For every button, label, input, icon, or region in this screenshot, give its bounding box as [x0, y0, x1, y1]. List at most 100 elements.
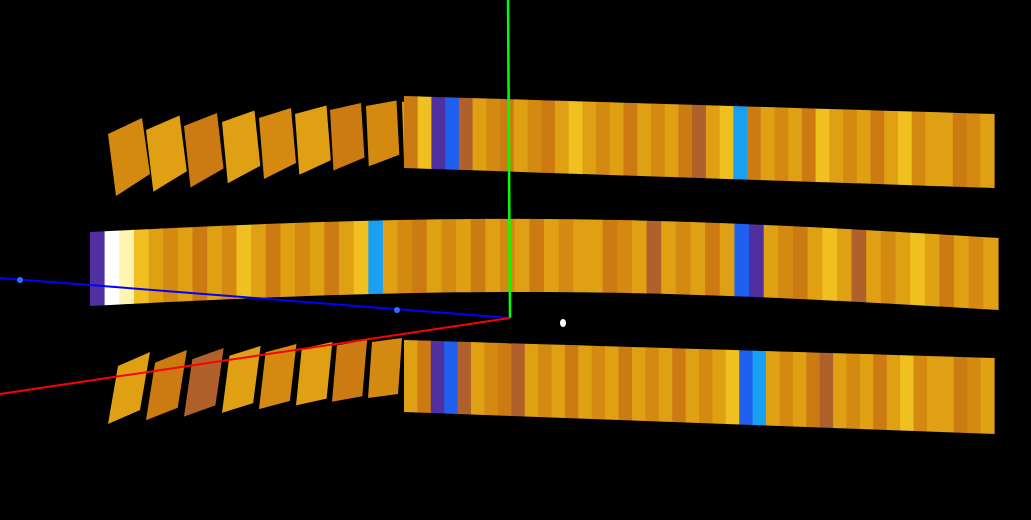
- middle-ring-cell: [895, 231, 911, 305]
- lower-ring-cell: [739, 350, 754, 425]
- middle-ring-cell: [807, 226, 823, 301]
- lower-ring-tile: [332, 340, 368, 402]
- lower-ring-cell: [792, 351, 807, 427]
- upper-ring-cell: [966, 113, 981, 188]
- z-axis-marker-left: [17, 277, 23, 283]
- middle-ring-cell: [910, 232, 926, 306]
- upper-ring-cell: [705, 105, 721, 179]
- lower-ring-cell: [672, 348, 687, 423]
- middle-ring-cell: [939, 234, 955, 308]
- y-axis-green: [506, 0, 512, 319]
- middle-ring-cell: [558, 219, 574, 293]
- middle-ring-cell: [90, 231, 106, 306]
- middle-ring-cell: [983, 237, 999, 310]
- lower-ring-cell: [752, 350, 767, 426]
- z-axis-marker-mid: [394, 307, 400, 313]
- upper-ring-cell: [431, 96, 446, 170]
- lower-ring-cell: [538, 344, 553, 418]
- middle-ring-cell: [924, 233, 940, 307]
- middle-ring-cell: [119, 229, 135, 305]
- lower-ring-cell: [551, 344, 566, 418]
- upper-ring-cell: [541, 100, 556, 174]
- lower-ring-cell: [833, 353, 848, 429]
- middle-ring-cell: [968, 236, 984, 310]
- middle-ring-cell: [866, 230, 882, 304]
- upper-ring-cell: [939, 112, 954, 187]
- lower-ring-cell: [564, 344, 579, 419]
- middle-ring-cell: [280, 222, 296, 297]
- middle-ring-cell: [880, 230, 897, 304]
- lower-ring-cell: [658, 347, 673, 422]
- lower-ring-cell: [886, 354, 901, 431]
- lower-ring-cell: [578, 345, 593, 419]
- upper-ring-cell: [404, 96, 419, 169]
- upper-ring-cell: [623, 102, 638, 176]
- middle-ring-cell: [514, 218, 530, 292]
- x-axis-red: [0, 317, 511, 395]
- lower-ring-cell: [605, 346, 620, 420]
- middle-ring-cell: [456, 219, 472, 293]
- lower-ring-cell: [591, 345, 606, 420]
- lower-ring-cell: [806, 352, 821, 428]
- upper-ring-cell: [568, 101, 583, 175]
- upper-ring-tile: [146, 115, 187, 192]
- upper-ring-tile: [108, 118, 150, 196]
- upper-ring-cell: [500, 98, 515, 172]
- middle-ring-cell: [836, 228, 853, 302]
- middle-ring-cell: [412, 219, 428, 294]
- middle-ring-cell: [441, 219, 457, 293]
- upper-ring-cell: [870, 110, 885, 185]
- middle-ring-cell: [675, 221, 692, 295]
- lower-ring-cell: [846, 353, 861, 429]
- middle-ring-cell: [763, 224, 779, 298]
- lower-ring-cell: [725, 349, 740, 425]
- upper-ring-cell: [980, 113, 995, 188]
- lower-ring-cell: [524, 343, 539, 417]
- upper-ring-cell: [609, 102, 625, 176]
- middle-ring-cell: [309, 221, 325, 296]
- lower-ring-cell: [900, 355, 915, 431]
- upper-ring-cell: [925, 111, 940, 187]
- lower-ring-cell: [873, 354, 888, 430]
- middle-ring-cell: [382, 220, 399, 294]
- upper-ring-cell: [417, 96, 432, 169]
- lower-ring-cell: [685, 348, 700, 423]
- lower-ring-cell: [779, 351, 794, 427]
- lower-ring-cell: [645, 347, 660, 422]
- upper-ring-tile: [330, 103, 365, 171]
- upper-ring-tile: [295, 105, 331, 175]
- upper-ring-cell: [898, 111, 913, 186]
- lower-ring-cell: [766, 351, 781, 426]
- upper-ring-cell: [829, 109, 844, 183]
- upper-ring-cell: [815, 108, 830, 183]
- upper-ring-cell: [952, 112, 968, 188]
- upper-ring-cell: [513, 99, 529, 173]
- upper-ring-cell: [664, 104, 679, 178]
- middle-ring-cell: [221, 225, 238, 300]
- middle-ring-cell: [646, 220, 662, 294]
- middle-ring-cell: [236, 224, 252, 299]
- lower-ring-cell: [618, 346, 633, 421]
- upper-ring-cell: [856, 109, 872, 184]
- middle-ring-cell: [851, 229, 867, 303]
- lower-ring-cell: [819, 352, 834, 428]
- middle-ring-cell: [485, 218, 501, 293]
- upper-ring-cell: [651, 103, 666, 177]
- upper-ring-cell: [458, 97, 474, 171]
- middle-ring-cell: [324, 221, 340, 296]
- upper-ring-tile: [184, 113, 224, 188]
- middle-ring-cell: [587, 219, 604, 293]
- middle-ring-cell: [177, 227, 194, 302]
- middle-ring-cell: [573, 219, 589, 293]
- lower-ring-cell: [511, 343, 526, 417]
- upper-ring-cell: [788, 107, 803, 182]
- lower-ring-cell: [940, 356, 955, 433]
- middle-ring-cell: [265, 223, 281, 298]
- middle-ring-cell: [133, 229, 150, 304]
- middle-ring-cell: [295, 222, 311, 297]
- lower-ring-tile: [108, 352, 150, 424]
- interaction-point-marker: [560, 319, 566, 327]
- upper-ring-tile: [259, 108, 296, 179]
